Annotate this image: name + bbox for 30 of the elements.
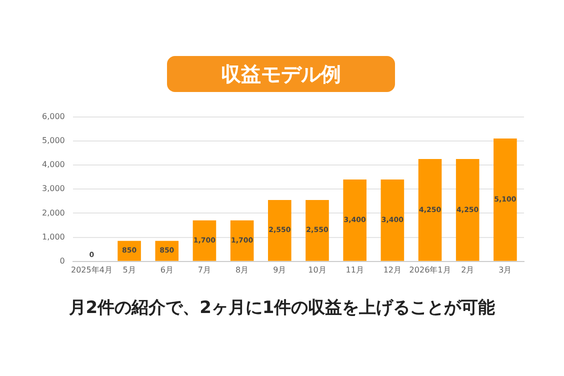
x-tick-label: 2月 — [461, 265, 474, 274]
bar — [230, 220, 254, 261]
text: 月2件の紹介で、2ヶ月に1件の収益を上げることが可能 — [68, 297, 496, 319]
x-tick-label: 6月 — [160, 265, 174, 274]
bar — [343, 179, 366, 261]
x-tick-label: 2026年1月 — [409, 265, 451, 274]
x-tick-label: 5月 — [122, 265, 136, 274]
x-tick-label: 12月 — [383, 265, 402, 274]
bar — [380, 179, 404, 261]
x-tick-label: 7月 — [198, 265, 212, 274]
chart-title: 収益モデル例 — [167, 56, 395, 92]
y-tick-label: 3,000 — [42, 184, 65, 194]
bar — [192, 220, 216, 261]
y-tick-label: 0 — [60, 256, 65, 266]
y-tick-label: 1,000 — [42, 232, 65, 242]
bar — [456, 158, 480, 261]
bar — [494, 138, 517, 261]
x-tick-label: 9月 — [273, 265, 286, 274]
x-tick-label: 10月 — [308, 265, 326, 274]
bar — [268, 200, 292, 261]
y-tick-label: 2,000 — [42, 208, 65, 218]
x-tick-label: 8月 — [236, 265, 249, 274]
y-tick-label: 6,000 — [42, 112, 65, 121]
y-tick-label: 5,000 — [42, 136, 65, 145]
x-tick-label: 2025年4月 — [70, 265, 112, 274]
x-tick-label: 11月 — [346, 265, 364, 274]
bar — [306, 200, 329, 261]
bar — [418, 158, 442, 261]
y-tick-label: 4,000 — [42, 160, 65, 170]
x-tick-label: 3月 — [498, 265, 512, 274]
